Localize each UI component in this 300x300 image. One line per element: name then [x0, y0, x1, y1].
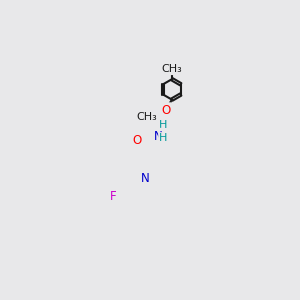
- Text: H: H: [159, 133, 168, 143]
- Text: O: O: [133, 134, 142, 147]
- Text: H: H: [159, 120, 168, 130]
- Text: N: N: [141, 172, 150, 184]
- Text: CH₃: CH₃: [161, 64, 182, 74]
- Text: F: F: [110, 190, 116, 203]
- Text: CH₃: CH₃: [136, 112, 157, 122]
- Text: N: N: [154, 130, 163, 142]
- Text: O: O: [161, 104, 170, 117]
